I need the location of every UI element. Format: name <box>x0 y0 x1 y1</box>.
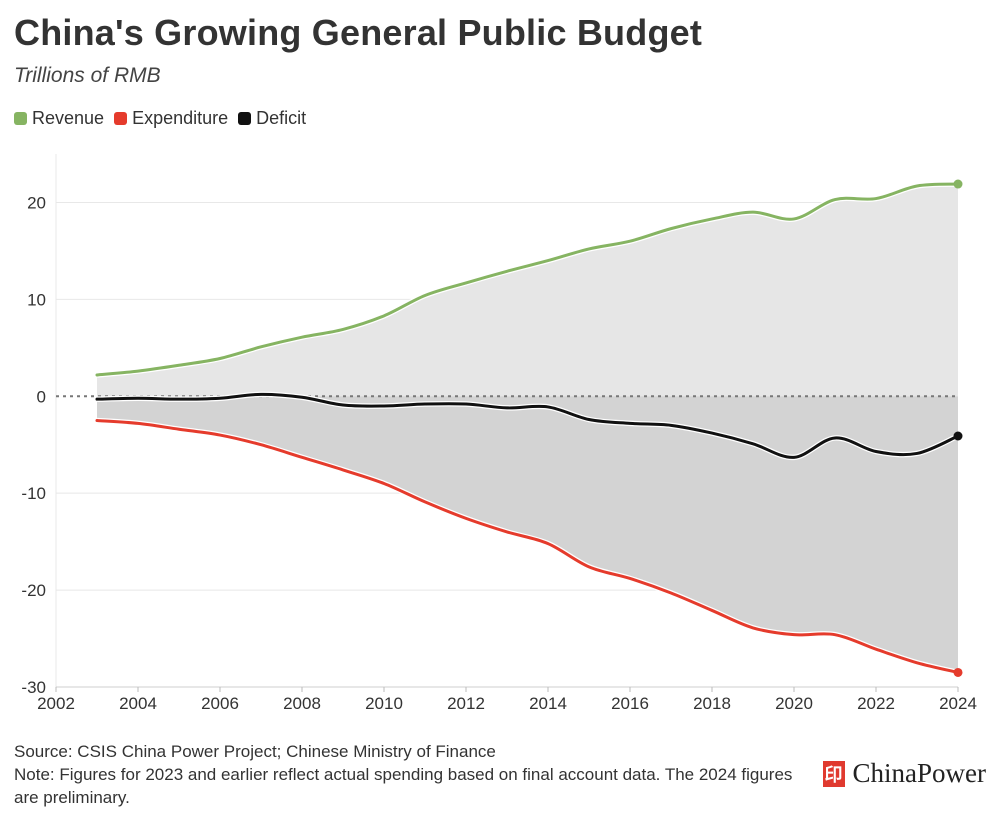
footer: Source: CSIS China Power Project; Chines… <box>14 740 794 809</box>
end-points <box>953 179 963 677</box>
y-tick-label: -30 <box>21 678 46 697</box>
revenue-line <box>95 182 960 377</box>
x-tick-label: 2022 <box>857 694 895 713</box>
source-text: Source: CSIS China Power Project; Chines… <box>14 742 496 761</box>
legend-item-revenue[interactable]: Revenue <box>14 108 104 129</box>
legend-swatch-revenue <box>14 112 27 125</box>
x-axis: 2002 2004 2006 2008 2010 2012 2014 2016 2018 2020… <box>37 687 977 713</box>
legend-item-deficit[interactable]: Deficit <box>238 108 306 129</box>
note-text: Note: Figures for 2023 and earlier refle… <box>14 765 793 807</box>
y-tick-label: -10 <box>21 484 46 503</box>
y-tick-label: 10 <box>27 290 46 309</box>
y-tick-label: 0 <box>37 387 46 406</box>
brand-name: ChinaPower <box>852 758 986 788</box>
x-tick-label: 2012 <box>447 694 485 713</box>
x-tick-label: 2024 <box>939 694 977 713</box>
legend-label-deficit: Deficit <box>256 108 307 128</box>
y-axis: -30 -20 -10 0 10 20 <box>21 193 46 697</box>
x-tick-label: 2020 <box>775 694 813 713</box>
x-tick-label: 2006 <box>201 694 239 713</box>
x-tick-label: 2014 <box>529 694 567 713</box>
revenue-area <box>97 184 958 397</box>
x-tick-label: 2018 <box>693 694 731 713</box>
y-tick-label: -20 <box>21 581 46 600</box>
legend-item-expenditure[interactable]: Expenditure <box>114 108 228 129</box>
x-tick-label: 2008 <box>283 694 321 713</box>
chart-subtitle: Trillions of RMB <box>14 64 161 87</box>
expenditure-line <box>95 419 960 674</box>
revenue-end-point <box>953 179 963 189</box>
legend-swatch-expenditure <box>114 112 128 125</box>
deficit-end-point <box>953 431 963 441</box>
brand-logo[interactable]: 印 ChinaPower <box>822 758 986 789</box>
x-tick-label: 2016 <box>611 694 649 713</box>
chart-title: China's Growing General Public Budget <box>14 12 703 53</box>
chinapower-logo-icon: 印 <box>822 760 845 787</box>
legend-label-expenditure: Expenditure <box>132 108 229 128</box>
x-tick-label: 2010 <box>365 694 403 713</box>
x-tick-label: 2004 <box>119 694 157 713</box>
series-lines <box>95 181 960 676</box>
deficit-line <box>95 392 960 459</box>
x-tick-label: 2002 <box>37 694 75 713</box>
area-fills <box>97 184 958 673</box>
legend-swatch-deficit <box>238 112 252 125</box>
y-tick-label: 20 <box>27 193 46 212</box>
expenditure-end-point <box>953 667 963 677</box>
legend: Revenue Expenditure Deficit <box>14 108 306 129</box>
legend-label-revenue: Revenue <box>32 108 105 128</box>
